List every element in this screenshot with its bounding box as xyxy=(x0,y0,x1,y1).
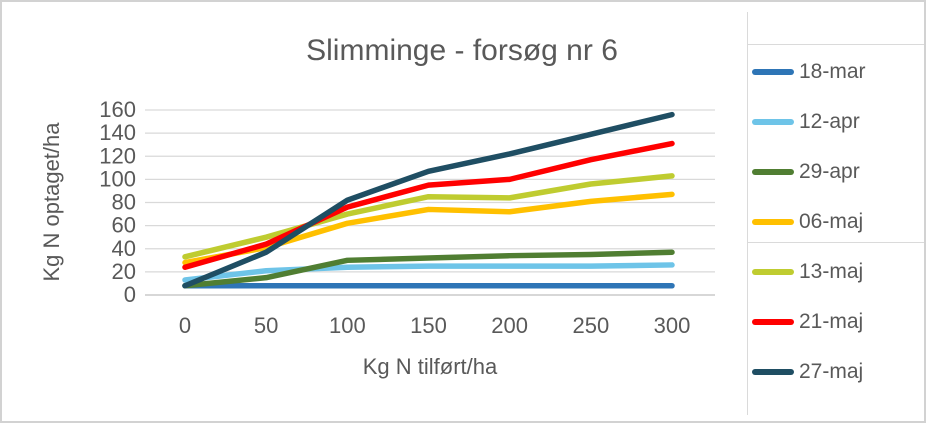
y-axis-title: Kg N optaget/ha xyxy=(39,122,64,282)
legend-item-29-apr: 29-apr xyxy=(752,147,924,197)
chart-legend: 18-mar 12-apr 29-apr 06-maj 13-maj 21-maj 27-m… xyxy=(752,47,924,397)
y-tick-label: 40 xyxy=(112,236,136,261)
chart-title: Slimminge - forsøg nr 6 xyxy=(306,34,618,67)
spreadsheet-column-border xyxy=(747,12,748,415)
x-tick-label: 50 xyxy=(254,313,278,338)
legend-swatch-06-maj xyxy=(752,219,794,225)
y-tick-label: 100 xyxy=(99,166,136,191)
y-tick-label: 20 xyxy=(112,259,136,284)
legend-swatch-21-maj xyxy=(752,319,794,325)
x-tick-label: 250 xyxy=(572,313,609,338)
legend-label: 06-maj xyxy=(799,210,864,233)
x-tick-label: 150 xyxy=(410,313,447,338)
spreadsheet-row-border xyxy=(747,44,924,45)
series-lines xyxy=(182,111,675,289)
series-line-21-maj xyxy=(182,140,675,270)
x-tick-label: 200 xyxy=(491,313,528,338)
x-tick-label: 0 xyxy=(179,313,191,338)
legend-item-18-mar: 18-mar xyxy=(752,47,924,97)
legend-label: 12-apr xyxy=(799,110,860,133)
legend-label: 18-mar xyxy=(799,60,866,83)
y-tick-label: 160 xyxy=(99,97,136,122)
legend-label: 29-apr xyxy=(799,160,860,183)
legend-swatch-13-maj xyxy=(752,269,794,275)
legend-item-21-maj: 21-maj xyxy=(752,297,924,347)
x-tick-label: 100 xyxy=(329,313,366,338)
legend-label: 27-maj xyxy=(799,360,864,383)
series-line-12-apr xyxy=(182,262,675,283)
y-tick-label: 60 xyxy=(112,213,136,238)
legend-item-27-maj: 27-maj xyxy=(752,347,924,397)
x-tick-label: 300 xyxy=(654,313,691,338)
legend-swatch-27-maj xyxy=(752,369,794,375)
series-line-27-maj xyxy=(182,111,675,289)
y-tick-label: 140 xyxy=(99,120,136,145)
x-axis-title: Kg N tilført/ha xyxy=(363,354,498,379)
legend-item-06-maj: 06-maj xyxy=(752,197,924,247)
legend-label: 21-maj xyxy=(799,310,864,333)
legend-label: 13-maj xyxy=(799,260,864,283)
legend-item-13-maj: 13-maj xyxy=(752,247,924,297)
series-line-29-apr xyxy=(182,249,675,289)
legend-swatch-18-mar xyxy=(752,69,794,75)
series-line-06-maj xyxy=(182,191,675,266)
y-tick-label: 0 xyxy=(124,282,136,307)
legend-swatch-29-apr xyxy=(752,169,794,175)
spreadsheet-row-border xyxy=(747,242,924,243)
y-tick-label: 80 xyxy=(112,190,136,215)
legend-item-12-apr: 12-apr xyxy=(752,97,924,147)
legend-swatch-12-apr xyxy=(752,119,794,125)
series-line-13-maj xyxy=(182,173,675,260)
y-tick-label: 120 xyxy=(99,143,136,168)
